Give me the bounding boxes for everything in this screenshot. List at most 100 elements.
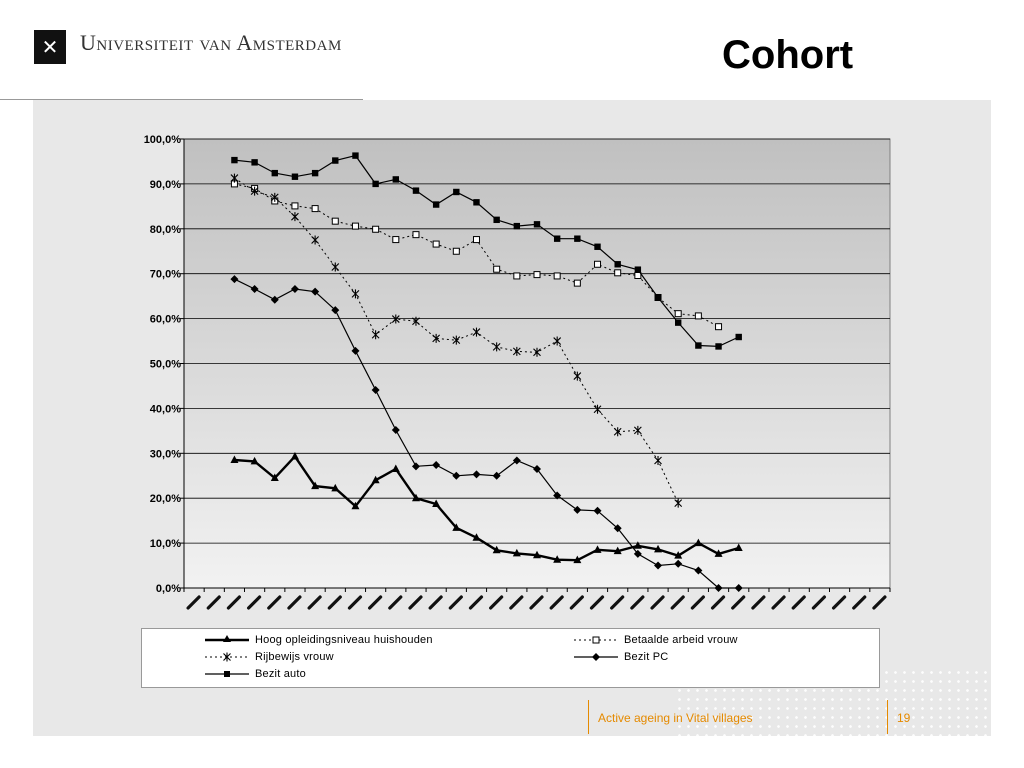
- data-point: [291, 212, 299, 222]
- data-point: [432, 333, 441, 343]
- data-point: [472, 533, 481, 541]
- data-point: [674, 498, 683, 508]
- data-point: [654, 455, 662, 465]
- data-point: [412, 231, 420, 239]
- legend-label: Betaalde arbeid vrouw: [624, 634, 738, 646]
- data-point: [493, 216, 500, 224]
- x-tick-label: [791, 595, 806, 610]
- data-point: [593, 506, 602, 515]
- y-tick-label: 90,0%: [150, 179, 181, 191]
- slide-title: Cohort: [722, 33, 854, 77]
- data-point: [533, 465, 541, 474]
- data-point: [432, 499, 441, 508]
- data-point: [553, 235, 561, 242]
- data-point: [250, 456, 259, 465]
- data-point: [594, 243, 601, 250]
- data-point: [512, 346, 521, 356]
- x-tick-label: [731, 595, 746, 610]
- data-point: [311, 169, 319, 177]
- x-tick-label: [529, 595, 544, 610]
- x-tick-label: [388, 595, 403, 610]
- data-point: [654, 544, 663, 553]
- x-tick-label: [408, 595, 423, 610]
- data-point: [472, 327, 481, 337]
- y-tick-label: 10,0%: [150, 538, 181, 550]
- data-point: [472, 236, 480, 244]
- legend-swatch-filled-square: [205, 671, 249, 677]
- data-point: [311, 205, 319, 213]
- data-point: [391, 314, 400, 324]
- data-point: [533, 221, 541, 228]
- data-point: [694, 566, 703, 575]
- data-point: [412, 187, 420, 194]
- x-tick-label: [650, 595, 665, 610]
- data-point: [372, 180, 379, 188]
- footer-divider-left: [588, 700, 589, 734]
- data-point: [594, 260, 602, 268]
- data-point: [291, 202, 299, 210]
- footer-caption: Active ageing in Vital villages: [598, 711, 753, 725]
- data-point: [573, 371, 582, 381]
- y-tick-label: 70,0%: [150, 269, 181, 281]
- data-point: [412, 316, 420, 326]
- data-point: [311, 481, 320, 490]
- y-tick-label: 100,0%: [144, 134, 182, 146]
- series-line-4: [234, 154, 739, 348]
- x-tick-label: [831, 595, 847, 610]
- data-point: [391, 425, 400, 434]
- data-point: [351, 289, 360, 299]
- x-tick-label: [186, 595, 201, 610]
- x-tick-label: [670, 595, 685, 610]
- data-point: [392, 236, 400, 244]
- uva-logo-icon: ✕: [34, 30, 66, 64]
- x-tick-label: [852, 595, 867, 610]
- data-point: [613, 427, 622, 437]
- data-point: [674, 559, 683, 568]
- data-point: [411, 493, 420, 502]
- data-point: [231, 156, 238, 164]
- data-point: [573, 555, 582, 564]
- y-tick-label: 40,0%: [150, 403, 181, 415]
- data-point: [352, 152, 359, 159]
- data-point: [614, 261, 621, 268]
- data-point: [674, 551, 683, 559]
- data-point: [392, 176, 399, 183]
- data-point: [735, 333, 742, 341]
- data-point: [251, 159, 258, 166]
- data-point: [553, 336, 562, 346]
- x-tick-label: [589, 595, 605, 610]
- x-tick-label: [509, 595, 524, 610]
- data-point: [633, 425, 642, 435]
- data-point: [472, 470, 481, 479]
- data-point: [573, 279, 581, 287]
- data-point: [311, 287, 320, 296]
- data-point: [290, 451, 299, 460]
- data-point: [391, 464, 400, 473]
- x-tick-label: [307, 595, 322, 610]
- data-point: [734, 543, 743, 552]
- data-point: [694, 312, 702, 320]
- x-tick-label: [751, 595, 766, 610]
- data-point: [432, 460, 441, 469]
- x-tick-label: [267, 595, 282, 610]
- data-point: [553, 555, 562, 563]
- legend-swatch-diamond: [574, 653, 618, 661]
- data-point: [553, 491, 562, 500]
- series-line-0: [234, 454, 740, 562]
- data-point: [351, 501, 360, 510]
- data-point: [331, 217, 339, 225]
- y-tick-label: 30,0%: [150, 448, 181, 460]
- data-point: [513, 272, 521, 280]
- data-point: [533, 550, 541, 559]
- data-point: [654, 294, 662, 301]
- data-point: [734, 584, 743, 592]
- data-point: [695, 342, 702, 349]
- data-point: [453, 188, 460, 196]
- data-point: [270, 192, 279, 202]
- data-point: [634, 266, 642, 273]
- x-tick-label: [610, 595, 625, 610]
- data-point: [675, 319, 682, 326]
- data-point: [270, 473, 279, 481]
- page-number: 19: [897, 711, 911, 725]
